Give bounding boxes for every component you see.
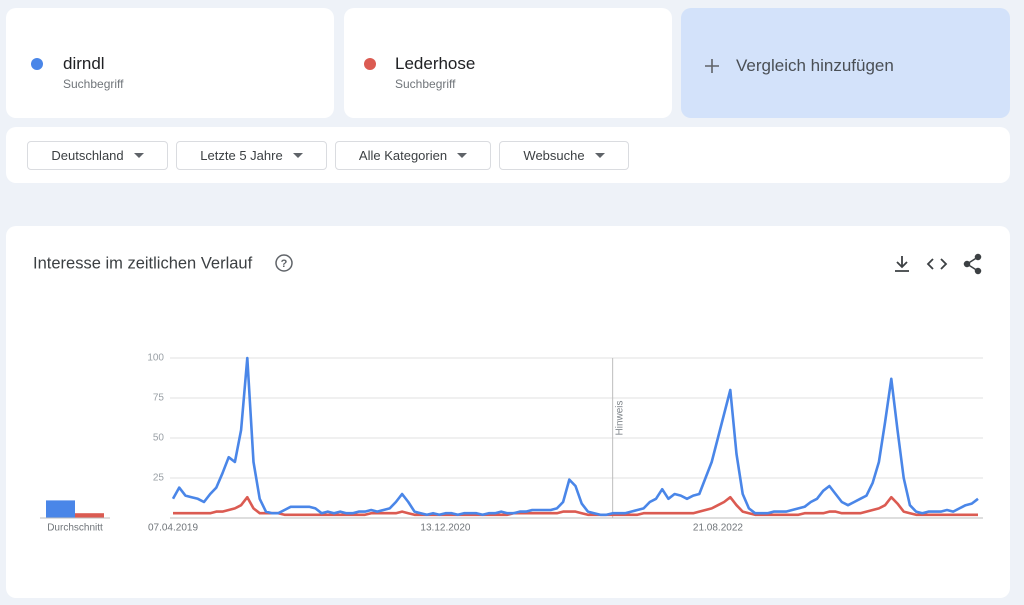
- filter-label: Letzte 5 Jahre: [200, 148, 283, 163]
- y-tick-label: 100: [147, 353, 164, 364]
- chart-title: Interesse im zeitlichen Verlauf: [33, 254, 253, 272]
- y-tick-label: 75: [153, 393, 165, 404]
- chart-panel: Interesse im zeitlichen Verlauf ? 25 50 75…: [6, 226, 1010, 598]
- plus-icon: [705, 59, 719, 73]
- help-icon[interactable]: ?: [275, 254, 293, 272]
- chart: Interesse im zeitlichen Verlauf ? 25 50 75…: [33, 253, 983, 534]
- filter-button[interactable]: Deutschland: [27, 141, 168, 170]
- x-tick-label: 21.08.2022: [693, 523, 743, 534]
- x-tick-label: 07.04.2019: [148, 523, 198, 534]
- average-label: Durchschnitt: [47, 523, 103, 534]
- average-bar: [75, 513, 104, 518]
- add-compare-card[interactable]: Vergleich hinzufügen: [681, 8, 1010, 118]
- add-compare-label: Vergleich hinzufügen: [736, 56, 894, 75]
- y-tick-label: 50: [153, 433, 165, 444]
- embed-icon[interactable]: [926, 258, 948, 270]
- annotation-label: Hinweis: [614, 400, 625, 435]
- term-name: Lederhose: [395, 54, 476, 73]
- series-line: [171, 356, 979, 517]
- series-line: [173, 495, 978, 517]
- term-card[interactable]: dirndl Suchbegriff: [6, 8, 334, 118]
- filter-button[interactable]: Websuche: [499, 141, 629, 170]
- filter-label: Deutschland: [51, 148, 124, 163]
- share-icon[interactable]: [963, 253, 982, 275]
- y-tick-label: 25: [153, 473, 165, 484]
- term-subtitle: Suchbegriff: [63, 77, 124, 91]
- average-bar: [46, 500, 75, 518]
- x-tick-label: 13.12.2020: [420, 523, 470, 534]
- term-card[interactable]: Lederhose Suchbegriff: [344, 8, 672, 118]
- filter-button[interactable]: Alle Kategorien: [335, 141, 491, 170]
- term-name: dirndl: [63, 54, 105, 73]
- filter-label: Alle Kategorien: [358, 148, 448, 163]
- term-subtitle: Suchbegriff: [395, 77, 456, 91]
- download-icon[interactable]: [895, 256, 909, 272]
- filter-label: Websuche: [523, 148, 585, 163]
- term-dot: [31, 58, 43, 70]
- filter-button[interactable]: Letzte 5 Jahre: [176, 141, 327, 170]
- term-dot: [364, 58, 376, 70]
- svg-text:?: ?: [281, 258, 288, 270]
